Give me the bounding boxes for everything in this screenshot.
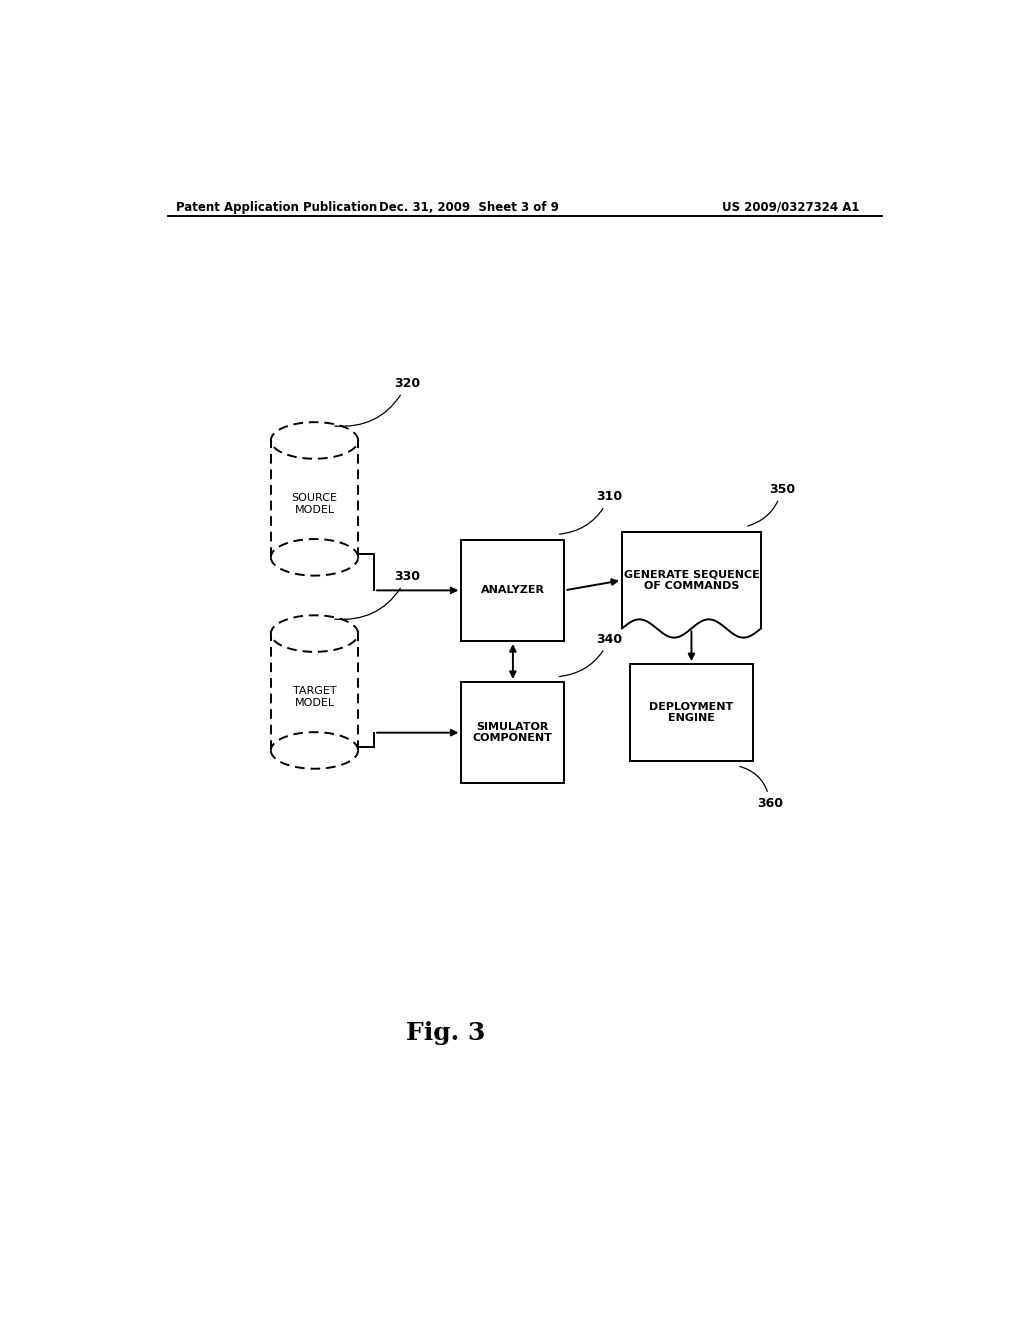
Text: 310: 310 [559, 490, 623, 535]
Text: DEPLOYMENT
ENGINE: DEPLOYMENT ENGINE [649, 701, 733, 723]
Text: TARGET
MODEL: TARGET MODEL [293, 686, 336, 708]
Text: Fig. 3: Fig. 3 [406, 1020, 485, 1044]
Text: SOURCE
MODEL: SOURCE MODEL [292, 494, 338, 515]
Text: ANALYZER: ANALYZER [481, 585, 545, 595]
Text: 360: 360 [739, 767, 783, 809]
Bar [461, 540, 564, 642]
Text: Dec. 31, 2009  Sheet 3 of 9: Dec. 31, 2009 Sheet 3 of 9 [379, 201, 559, 214]
Text: 340: 340 [559, 632, 623, 676]
Text: Patent Application Publication: Patent Application Publication [176, 201, 377, 214]
Text: 320: 320 [335, 378, 420, 426]
Bar [461, 682, 564, 784]
Text: 330: 330 [335, 570, 420, 619]
Text: 350: 350 [748, 483, 795, 527]
Text: SIMULATOR
COMPONENT: SIMULATOR COMPONENT [473, 722, 553, 743]
Text: US 2009/0327324 A1: US 2009/0327324 A1 [722, 201, 859, 214]
Bar [630, 664, 753, 760]
Text: GENERATE SEQUENCE
OF COMMANDS: GENERATE SEQUENCE OF COMMANDS [624, 569, 760, 591]
